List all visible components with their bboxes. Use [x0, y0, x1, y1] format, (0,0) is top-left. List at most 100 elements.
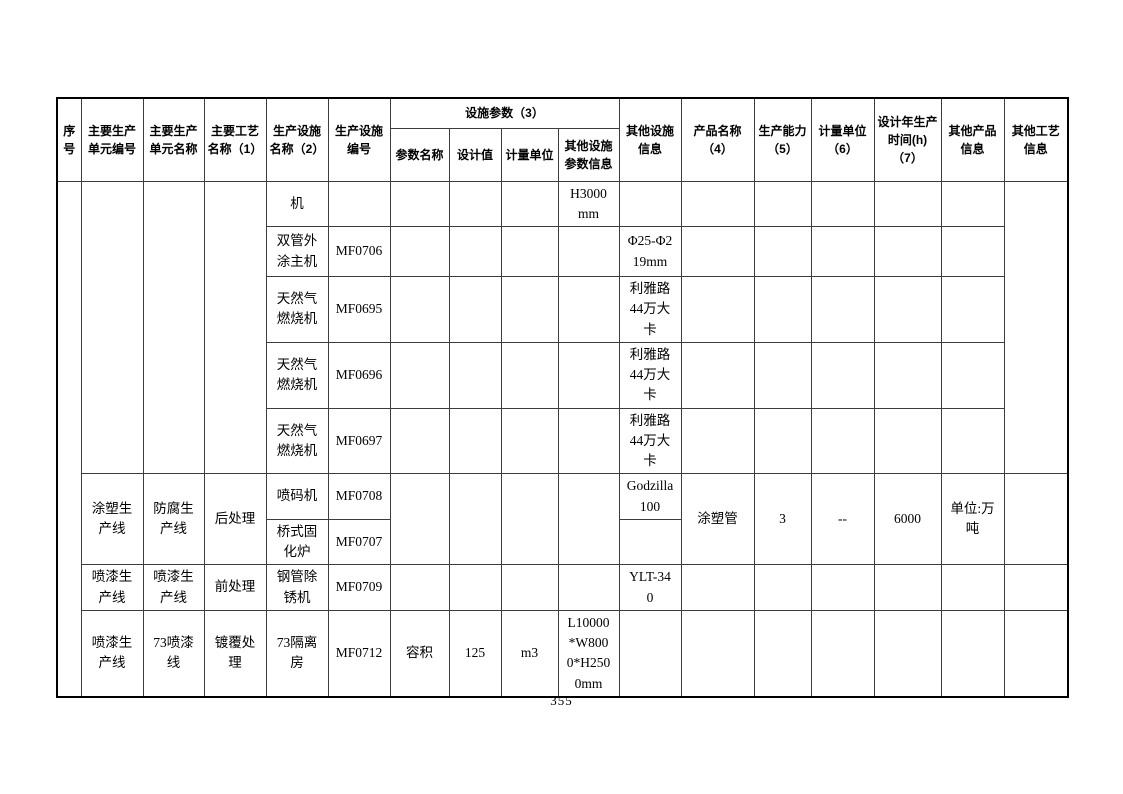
col-header-annual-hours: 设计年生产时间(h)（7）	[873, 97, 942, 182]
cell-empty	[618, 180, 682, 227]
cell-param-name: 容积	[389, 609, 450, 698]
cell-empty	[873, 341, 942, 409]
cell-facility-name: 机	[265, 180, 329, 227]
cell-other-product-info: 单位:万吨	[940, 473, 1005, 566]
cell-process-name: 镀覆处理	[203, 609, 267, 698]
cell-empty	[680, 609, 755, 698]
col-header-param-group: 设施参数（3）	[389, 97, 620, 129]
cell-empty	[448, 473, 502, 566]
cell-product-name: 涂塑管	[680, 473, 755, 566]
cell-empty	[873, 564, 942, 611]
cell-empty	[873, 226, 942, 277]
col-header-capacity: 生产能力（5）	[753, 97, 812, 182]
cell-empty	[940, 341, 1005, 409]
cell-empty	[557, 407, 620, 475]
cell-other-facility-info: Godzilla100	[618, 473, 682, 520]
cell-design-value: 125	[448, 609, 502, 698]
cell-empty	[940, 407, 1005, 475]
cell-other-param-info: L10000*W8000*H2500mm	[557, 609, 620, 698]
cell-empty	[557, 341, 620, 409]
cell-facility-code: MF0696	[327, 341, 391, 409]
cell-empty	[389, 341, 450, 409]
cell-empty	[873, 407, 942, 475]
facility-parameters-table: 序号 主要生产单元编号 主要生产单元名称 主要工艺名称（1） 生产设施名称（2）…	[56, 97, 1069, 698]
col-header-process-name: 主要工艺名称（1）	[203, 97, 267, 182]
cell-empty	[389, 276, 450, 343]
table-row: 机 H3000mm	[56, 180, 1069, 698]
cell-empty	[500, 473, 559, 566]
cell-empty	[753, 564, 812, 611]
cell-empty	[500, 180, 559, 227]
col-header-serial: 序号	[56, 97, 82, 182]
cell-unit-name: 73喷漆线	[142, 609, 205, 698]
cell-empty	[810, 341, 875, 409]
cell-facility-name: 天然气燃烧机	[265, 276, 329, 343]
cell-facility-name: 天然气燃烧机	[265, 341, 329, 409]
cell-unit-code-empty	[80, 180, 144, 475]
cell-facility-code: MF0708	[327, 473, 391, 520]
cell-empty	[680, 407, 755, 475]
cell-empty	[1003, 609, 1069, 698]
cell-facility-name: 喷码机	[265, 473, 329, 520]
cell-empty	[389, 473, 450, 566]
cell-empty	[873, 609, 942, 698]
cell-empty	[940, 180, 1005, 227]
col-header-other-process-info: 其他工艺信息	[1003, 97, 1069, 182]
cell-facility-code-empty	[327, 180, 391, 227]
cell-empty	[753, 341, 812, 409]
cell-empty	[448, 341, 502, 409]
cell-empty	[389, 564, 450, 611]
cell-serial-empty	[56, 180, 82, 698]
cell-empty	[448, 564, 502, 611]
cell-facility-code: MF0695	[327, 276, 391, 343]
cell-process-name: 前处理	[203, 564, 267, 611]
table-row: 双管外涂主机 MF0706 Φ25-Φ219mm	[57, 226, 1068, 277]
cell-empty	[810, 226, 875, 277]
col-header-capacity-unit: 计量单位（6）	[810, 97, 875, 182]
cell-empty	[753, 407, 812, 475]
cell-empty	[940, 564, 1005, 611]
cell-unit-code: 喷漆生产线	[80, 609, 144, 698]
cell-empty	[873, 180, 942, 227]
cell-unit-name: 喷漆生产线	[142, 564, 205, 611]
cell-empty	[1003, 564, 1069, 611]
cell-unit-name-empty	[142, 180, 205, 475]
table-row: 涂塑生产线 防腐生产线 后处理 喷码机 MF0708 Godzilla100 涂…	[57, 473, 1069, 566]
col-header-unit-name: 主要生产单元名称	[142, 97, 205, 182]
cell-empty	[448, 226, 502, 277]
cell-empty	[389, 407, 450, 475]
cell-empty	[448, 180, 502, 227]
cell-empty	[810, 180, 875, 227]
col-header-design-value: 设计值	[448, 127, 502, 182]
cell-empty	[940, 226, 1005, 277]
cell-unit-code: 喷漆生产线	[80, 564, 144, 611]
cell-other-facility-info: 利雅路44万大卡	[618, 276, 682, 343]
cell-empty	[753, 609, 812, 698]
cell-annual-hours: 6000	[873, 473, 942, 566]
table-row: 喷漆生产线 73喷漆线 镀覆处理 73隔离房 MF0712 容积 125 m3 …	[57, 609, 1069, 698]
cell-capacity: 3	[753, 473, 812, 566]
cell-unit-code: 涂塑生产线	[80, 473, 144, 566]
col-header-other-facility-info: 其他设施信息	[618, 97, 682, 182]
cell-empty	[940, 609, 1005, 698]
cell-other-param-info: H3000mm	[557, 180, 620, 227]
cell-empty	[500, 226, 559, 277]
cell-other-facility-info: 利雅路44万大卡	[618, 341, 682, 409]
col-header-param-name: 参数名称	[389, 127, 450, 182]
cell-process-name-empty	[203, 180, 267, 475]
cell-facility-name: 钢管除锈机	[265, 564, 329, 611]
cell-empty	[500, 341, 559, 409]
cell-empty	[500, 276, 559, 343]
cell-other-facility-info: Φ25-Φ219mm	[618, 226, 682, 277]
cell-empty	[940, 276, 1005, 343]
cell-empty	[389, 180, 450, 227]
cell-facility-code: MF0697	[327, 407, 391, 475]
cell-empty	[448, 407, 502, 475]
cell-empty	[680, 226, 755, 277]
cell-facility-code: MF0707	[327, 518, 391, 566]
cell-empty	[753, 226, 812, 277]
cell-facility-code: MF0706	[327, 226, 391, 277]
table-row: 天然气燃烧机 MF0695 利雅路44万大卡	[57, 276, 1068, 343]
cell-empty	[500, 564, 559, 611]
